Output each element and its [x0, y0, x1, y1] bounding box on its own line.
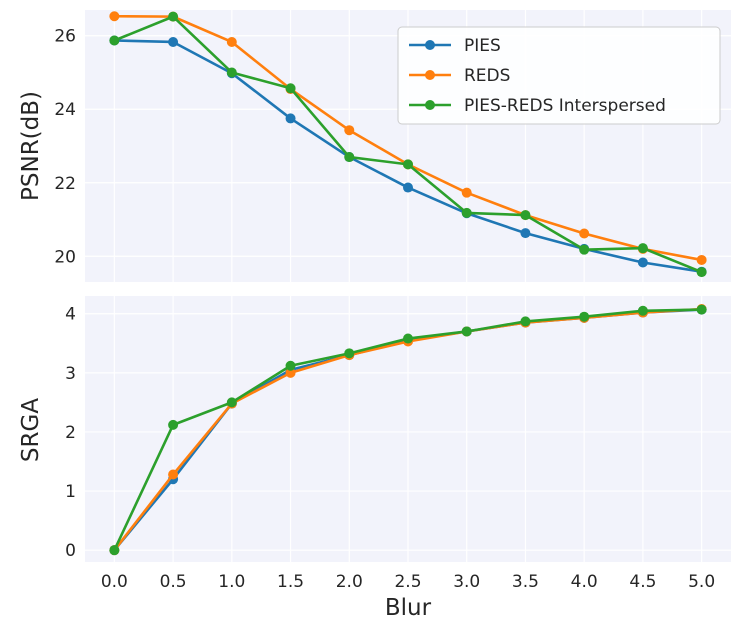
psnr-y-axis-label: PSNR(dB): [18, 91, 44, 201]
legend-box: [397, 26, 721, 125]
psnr-point-2-9: [637, 243, 648, 254]
psnr-point-2-8: [579, 244, 590, 255]
legend-marker-0: [425, 40, 435, 50]
legend-entry-label: REDS: [464, 66, 510, 86]
srga-point-2-6: [461, 326, 472, 337]
x-tick-label: 2.0: [336, 572, 363, 592]
psnr-y-tick-label: 24: [54, 100, 76, 120]
x-tick-label: 2.5: [394, 572, 421, 592]
srga-point-2-1: [168, 419, 179, 430]
x-tick-label: 0.5: [160, 572, 187, 592]
psnr-point-2-2: [226, 67, 237, 78]
psnr-point-0-5: [403, 182, 413, 193]
psnr-point-2-10: [696, 267, 707, 278]
psnr-point-1-6: [461, 187, 472, 198]
srga-point-2-3: [285, 360, 296, 371]
srga-point-2-0: [109, 545, 120, 556]
srga-point-1-1: [168, 469, 179, 480]
srga-y-tick-label: 0: [65, 541, 76, 561]
x-tick-label: 4.0: [571, 572, 598, 592]
srga-point-1-3: [285, 367, 296, 378]
psnr-point-2-4: [344, 152, 355, 163]
srga-point-2-7: [520, 316, 531, 327]
psnr-point-2-6: [461, 207, 472, 218]
srga-point-2-4: [344, 348, 355, 359]
psnr-panel: 20 22 24 26 PSNR(dB) PIES REDS PIES-REDS Inte…: [18, 10, 731, 282]
psnr-series: [109, 11, 707, 278]
srga-y-tick-label: 3: [65, 364, 76, 384]
legend-entry-label: PIES-REDS Interspersed: [464, 96, 666, 116]
psnr-point-1-4: [344, 125, 355, 136]
srga-point-2-8: [579, 311, 590, 322]
psnr-point-2-1: [168, 11, 179, 22]
psnr-point-2-3: [285, 83, 296, 94]
x-tick-label: 1.5: [277, 572, 304, 592]
x-ticks: 0.0 0.5 1.0 1.5 2.0 2.5 3.0 3.5 4.0 4.5 5.0: [101, 572, 715, 592]
psnr-point-1-0: [109, 11, 120, 22]
x-tick-label: 3.0: [453, 572, 480, 592]
psnr-point-0-9: [637, 257, 648, 268]
psnr-point-1-2: [226, 36, 237, 47]
srga-point-2-5: [403, 333, 413, 344]
srga-series: [109, 304, 707, 556]
srga-y-tick-label: 4: [65, 305, 76, 325]
srga-point-2-2: [226, 397, 237, 408]
srga-y-tick-label: 1: [65, 482, 76, 502]
x-tick-label: 4.5: [629, 572, 656, 592]
psnr-point-0-3: [285, 113, 296, 124]
psnr-point-2-0: [109, 35, 120, 46]
psnr-point-0-1: [168, 36, 179, 47]
psnr-y-tick-label: 22: [54, 174, 76, 194]
x-tick-label: 3.5: [512, 572, 539, 592]
x-tick-label: 1.0: [218, 572, 245, 592]
x-axis-label: Blur: [385, 595, 432, 621]
srga-point-2-10: [696, 304, 707, 315]
legend-entry-label: PIES: [464, 36, 501, 56]
psnr-point-2-5: [403, 159, 413, 170]
psnr-point-2-7: [520, 210, 531, 221]
x-tick-label: 5.0: [688, 572, 715, 592]
psnr-point-1-10: [696, 254, 707, 265]
srga-y-axis-label: SRGA: [18, 398, 44, 462]
x-tick-label: 0.0: [101, 572, 128, 592]
srga-y-tick-label: 2: [65, 423, 76, 443]
psnr-point-0-7: [520, 228, 531, 239]
psnr-point-1-8: [579, 228, 590, 239]
legend: PIES REDS PIES-REDS Interspersed: [397, 26, 721, 125]
srga-grid: [85, 296, 731, 562]
srga-point-2-9: [637, 305, 648, 316]
legend-marker-1: [425, 70, 435, 80]
psnr-y-tick-label: 26: [54, 27, 76, 47]
psnr-y-tick-label: 20: [54, 247, 76, 267]
psnr-y-ticks: 20 22 24 26: [54, 27, 76, 268]
legend-marker-2: [425, 100, 435, 110]
srga-y-ticks: 0 1 2 3 4: [65, 305, 76, 561]
